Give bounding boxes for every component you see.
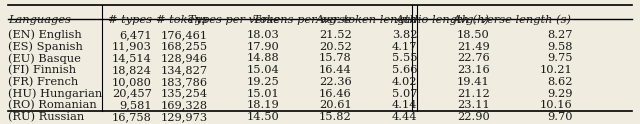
Text: 15.78: 15.78 (319, 53, 352, 63)
Text: 9,581: 9,581 (119, 100, 152, 110)
Text: 23.16: 23.16 (457, 65, 490, 75)
Text: 21.12: 21.12 (457, 89, 490, 99)
Text: (RU) Russian: (RU) Russian (8, 112, 84, 122)
Text: 10.16: 10.16 (540, 100, 572, 110)
Text: 9.29: 9.29 (547, 89, 572, 99)
Text: 8.62: 8.62 (547, 77, 572, 87)
Text: 4.17: 4.17 (392, 42, 417, 52)
Text: 168,255: 168,255 (161, 42, 208, 52)
Text: 20.61: 20.61 (319, 100, 352, 110)
Text: 18.19: 18.19 (247, 100, 280, 110)
Text: (EN) English: (EN) English (8, 30, 81, 40)
Text: 10.21: 10.21 (540, 65, 572, 75)
Text: Tokens per verse: Tokens per verse (253, 15, 352, 25)
Text: 129,973: 129,973 (161, 112, 208, 122)
Text: 8.27: 8.27 (547, 30, 572, 40)
Text: 14,514: 14,514 (112, 53, 152, 63)
Text: 169,328: 169,328 (161, 100, 208, 110)
Text: 20.52: 20.52 (319, 42, 352, 52)
Text: 6,471: 6,471 (119, 30, 152, 40)
Text: Types per verse: Types per verse (188, 15, 280, 25)
Text: 4.14: 4.14 (392, 100, 417, 110)
Text: 22.36: 22.36 (319, 77, 352, 87)
Text: 10,080: 10,080 (112, 77, 152, 87)
Text: 23.11: 23.11 (457, 100, 490, 110)
Text: 16.46: 16.46 (319, 89, 352, 99)
Text: (RO) Romanian: (RO) Romanian (8, 100, 97, 111)
Text: 16.44: 16.44 (319, 65, 352, 75)
Text: Audio length (h): Audio length (h) (396, 15, 490, 25)
Text: 14.88: 14.88 (247, 53, 280, 63)
Text: # types: # types (108, 15, 152, 25)
Text: 22.90: 22.90 (457, 112, 490, 122)
Text: 9.70: 9.70 (547, 112, 572, 122)
Text: 14.50: 14.50 (247, 112, 280, 122)
Text: 15.82: 15.82 (319, 112, 352, 122)
Text: 5.07: 5.07 (392, 89, 417, 99)
Text: 15.04: 15.04 (247, 65, 280, 75)
Text: 21.49: 21.49 (457, 42, 490, 52)
Text: # tokens: # tokens (156, 15, 208, 25)
Text: 3.82: 3.82 (392, 30, 417, 40)
Text: (ES) Spanish: (ES) Spanish (8, 42, 83, 52)
Text: Avg. verse length (s): Avg. verse length (s) (453, 15, 572, 25)
Text: 9.75: 9.75 (547, 53, 572, 63)
Text: 9.58: 9.58 (547, 42, 572, 52)
Text: 18.50: 18.50 (457, 30, 490, 40)
Text: 4.02: 4.02 (392, 77, 417, 87)
Text: 18.03: 18.03 (247, 30, 280, 40)
Text: Languages: Languages (8, 15, 70, 25)
Text: 16,758: 16,758 (112, 112, 152, 122)
Text: 18,824: 18,824 (112, 65, 152, 75)
Text: (HU) Hungarian: (HU) Hungarian (8, 89, 102, 99)
Text: (FI) Finnish: (FI) Finnish (8, 65, 76, 76)
Text: 17.90: 17.90 (247, 42, 280, 52)
Text: 176,461: 176,461 (161, 30, 208, 40)
Text: 5.66: 5.66 (392, 65, 417, 75)
Text: 20,457: 20,457 (112, 89, 152, 99)
Text: Avg. token length: Avg. token length (316, 15, 417, 25)
Text: 134,827: 134,827 (161, 65, 208, 75)
Text: (EU) Basque: (EU) Basque (8, 53, 81, 64)
Text: 135,254: 135,254 (161, 89, 208, 99)
Text: 22.76: 22.76 (457, 53, 490, 63)
Text: 15.01: 15.01 (247, 89, 280, 99)
Text: 19.25: 19.25 (247, 77, 280, 87)
Text: 19.41: 19.41 (457, 77, 490, 87)
Text: 183,786: 183,786 (161, 77, 208, 87)
Text: 4.44: 4.44 (392, 112, 417, 122)
Text: 11,903: 11,903 (112, 42, 152, 52)
Text: 21.52: 21.52 (319, 30, 352, 40)
Text: (FR) French: (FR) French (8, 77, 78, 87)
Text: 128,946: 128,946 (161, 53, 208, 63)
Text: 5.55: 5.55 (392, 53, 417, 63)
